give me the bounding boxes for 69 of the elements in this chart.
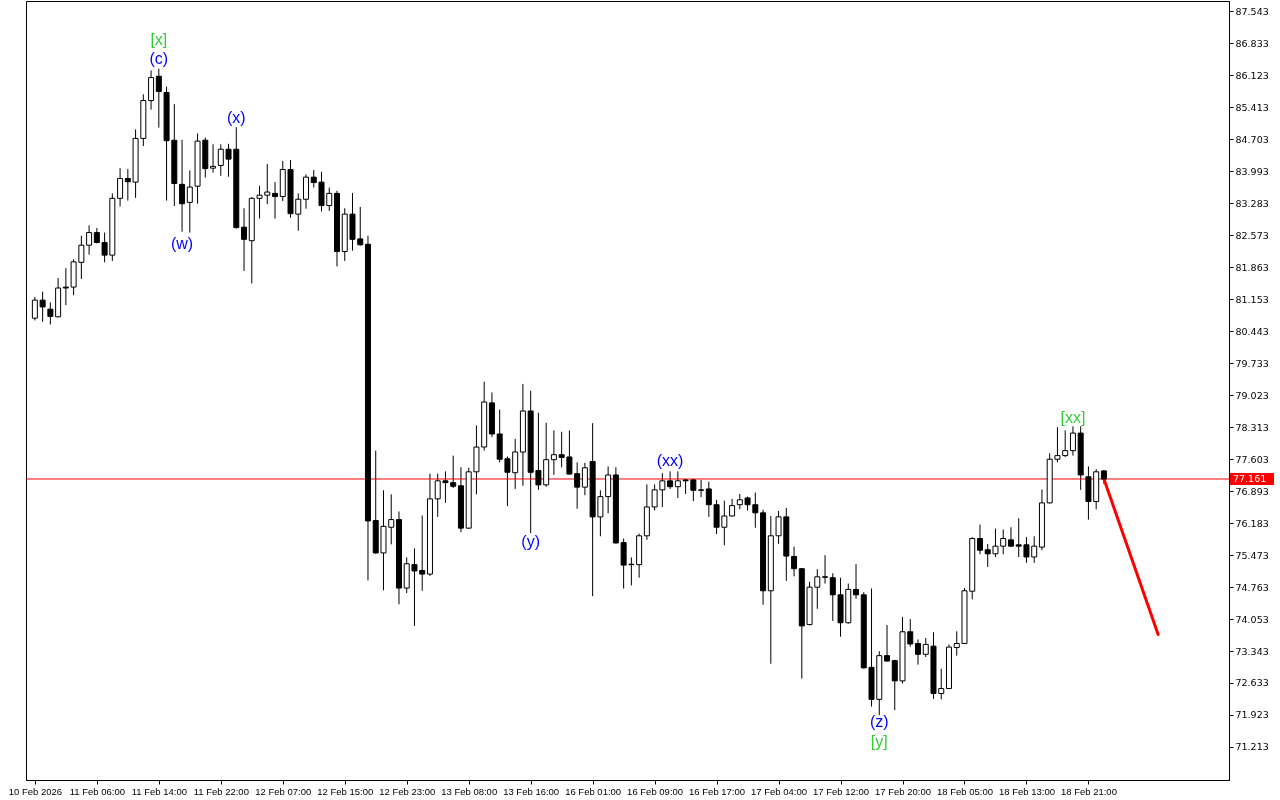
x-tick-label: 12 Feb 07:00 bbox=[255, 785, 312, 797]
x-tick-label: 16 Feb 01:00 bbox=[565, 785, 622, 797]
y-tick-label: 71.213 bbox=[1235, 741, 1269, 753]
candlestick bbox=[179, 139, 186, 233]
annotation: [x] bbox=[150, 30, 168, 48]
annotation: (y) bbox=[521, 532, 540, 550]
x-tick-label: 17 Feb 20:00 bbox=[875, 785, 932, 797]
annotation: (c) bbox=[149, 49, 169, 67]
y-tick-label: 86.123 bbox=[1235, 69, 1269, 81]
y-tick-label: 79.023 bbox=[1235, 389, 1269, 401]
x-tick-label: 17 Feb 04:00 bbox=[751, 785, 808, 797]
x-tick-label: 11 Feb 06:00 bbox=[69, 785, 125, 797]
candlestick bbox=[303, 173, 310, 210]
y-tick-label: 80.443 bbox=[1235, 325, 1269, 337]
x-tick-label: 18 Feb 05:00 bbox=[936, 785, 993, 797]
candlestick bbox=[976, 524, 983, 555]
ref-line-label: 77.161 bbox=[1233, 472, 1267, 484]
x-tick-label: 11 Feb 22:00 bbox=[193, 785, 249, 797]
x-tick-label: 18 Feb 13:00 bbox=[998, 785, 1055, 797]
y-tick-label: 84.703 bbox=[1235, 133, 1269, 145]
y-tick-label: 85.413 bbox=[1235, 101, 1269, 113]
candlestick bbox=[550, 429, 557, 476]
y-tick-label: 82.573 bbox=[1235, 229, 1269, 241]
annotation: (x) bbox=[226, 108, 246, 126]
x-tick-label: 12 Feb 15:00 bbox=[317, 785, 374, 797]
x-tick-label: 10 Feb 2026 bbox=[8, 785, 63, 797]
candlestick bbox=[155, 68, 162, 129]
candlestick bbox=[884, 624, 891, 663]
y-tick-label: 81.153 bbox=[1235, 293, 1269, 305]
y-tick-label: 73.343 bbox=[1235, 645, 1269, 657]
annotation: [xx] bbox=[1060, 408, 1086, 426]
x-tick-label: 17 Feb 12:00 bbox=[813, 785, 870, 797]
annotation: [y] bbox=[870, 732, 888, 750]
candlestick bbox=[822, 554, 829, 585]
y-tick-label: 78.313 bbox=[1235, 421, 1269, 433]
candlestick bbox=[1069, 425, 1076, 457]
y-tick-label: 83.283 bbox=[1235, 197, 1269, 209]
candlestick bbox=[241, 207, 248, 272]
x-tick-label: 16 Feb 09:00 bbox=[627, 785, 684, 797]
candlestick bbox=[853, 563, 860, 600]
annotation: (z) bbox=[869, 713, 889, 731]
y-tick-label: 83.993 bbox=[1235, 165, 1269, 177]
y-tick-label: 77.603 bbox=[1235, 453, 1269, 465]
x-tick-label: 13 Feb 16:00 bbox=[503, 785, 560, 797]
y-tick-label: 86.833 bbox=[1235, 37, 1269, 49]
annotation: (w) bbox=[170, 235, 194, 253]
y-tick-label: 71.923 bbox=[1235, 709, 1269, 721]
y-tick-label: 87.543 bbox=[1235, 5, 1269, 17]
y-tick-label: 72.633 bbox=[1235, 677, 1269, 689]
x-tick-label: 12 Feb 23:00 bbox=[379, 785, 436, 797]
candlestick bbox=[915, 638, 921, 666]
x-tick-label: 13 Feb 08:00 bbox=[441, 785, 498, 797]
annotation: (xx) bbox=[656, 452, 684, 470]
y-tick-label: 74.763 bbox=[1235, 581, 1269, 593]
y-tick-label: 76.183 bbox=[1235, 517, 1269, 529]
x-tick-label: 16 Feb 17:00 bbox=[689, 785, 746, 797]
candlestick bbox=[210, 143, 217, 174]
x-tick-label: 18 Feb 21:00 bbox=[1060, 785, 1117, 797]
candlestick bbox=[791, 546, 798, 577]
y-tick-label: 76.893 bbox=[1235, 485, 1269, 497]
y-tick-label: 74.053 bbox=[1235, 613, 1269, 625]
y-tick-label: 81.863 bbox=[1235, 261, 1269, 273]
candlestick bbox=[272, 181, 279, 220]
y-tick-label: 79.733 bbox=[1235, 357, 1269, 369]
y-tick-label: 75.473 bbox=[1235, 549, 1269, 561]
x-tick-label: 11 Feb 14:00 bbox=[131, 785, 187, 797]
candlestick bbox=[117, 167, 124, 207]
candlestick bbox=[698, 479, 705, 498]
candlestick bbox=[148, 69, 155, 111]
